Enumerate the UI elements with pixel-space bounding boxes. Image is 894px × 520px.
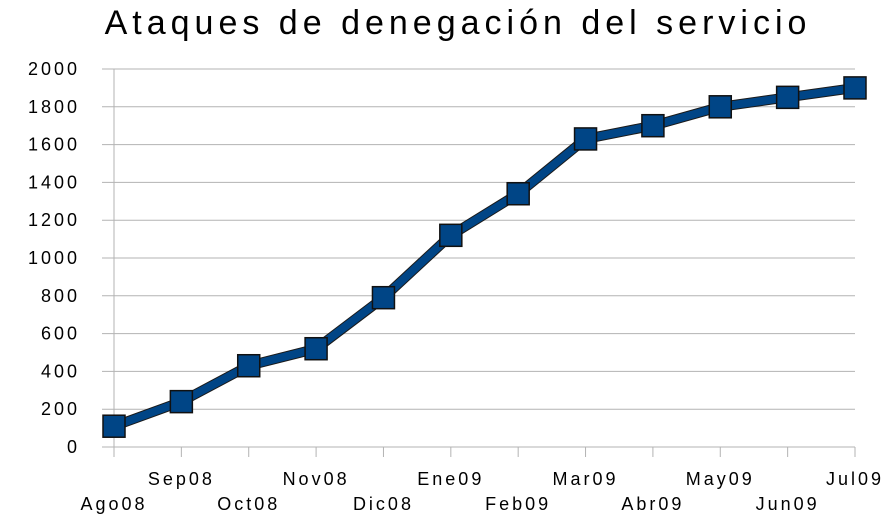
y-tick-label: 600 xyxy=(41,324,80,344)
data-point xyxy=(371,285,396,310)
y-tick-label: 1600 xyxy=(28,135,80,155)
y-tick-label: 0 xyxy=(67,437,80,457)
y-tick-label: 400 xyxy=(41,361,80,381)
data-point xyxy=(304,336,328,361)
x-tick-label: Feb09 xyxy=(485,494,551,514)
y-tick-label: 200 xyxy=(41,399,80,419)
x-tick-label: Jun09 xyxy=(756,494,820,514)
data-point xyxy=(775,85,800,110)
y-tick-label: 2000 xyxy=(28,59,80,79)
x-tick-label: Ene09 xyxy=(417,469,484,489)
data-point xyxy=(439,223,463,248)
tick-labels: 0 200 400 600 800 1000 1200 1400 1600 1800 2000 Ago… xyxy=(28,59,884,514)
series-line xyxy=(110,83,859,431)
chart-title: Ataques de denegación del servicio xyxy=(105,4,812,42)
grid xyxy=(102,68,855,448)
data-point xyxy=(506,181,530,206)
y-tick-label: 1400 xyxy=(28,172,80,192)
data-point xyxy=(708,95,733,119)
data-point xyxy=(573,127,598,151)
x-tick-label: Oct08 xyxy=(217,494,280,514)
series-layer xyxy=(102,76,867,438)
x-tick-label: Dic08 xyxy=(353,494,414,514)
x-tick-label: Jul09 xyxy=(826,469,884,489)
x-tick-label: Nov08 xyxy=(283,469,350,489)
y-tick-label: 1000 xyxy=(28,248,80,268)
x-tick-label: Sep08 xyxy=(148,469,215,489)
axes xyxy=(113,69,856,457)
y-tick-label: 1800 xyxy=(28,97,80,117)
y-tick-label: 800 xyxy=(41,286,80,306)
x-tick-label: May09 xyxy=(686,469,755,489)
x-tick-label: Abr09 xyxy=(621,494,684,514)
y-tick-label: 1200 xyxy=(28,210,80,230)
x-tick-label: Mar09 xyxy=(553,469,619,489)
data-point xyxy=(169,389,194,414)
data-point xyxy=(843,76,867,100)
data-point xyxy=(641,113,665,138)
data-point xyxy=(102,414,126,438)
x-tick-label: Ago08 xyxy=(80,494,147,514)
data-point xyxy=(236,353,261,378)
